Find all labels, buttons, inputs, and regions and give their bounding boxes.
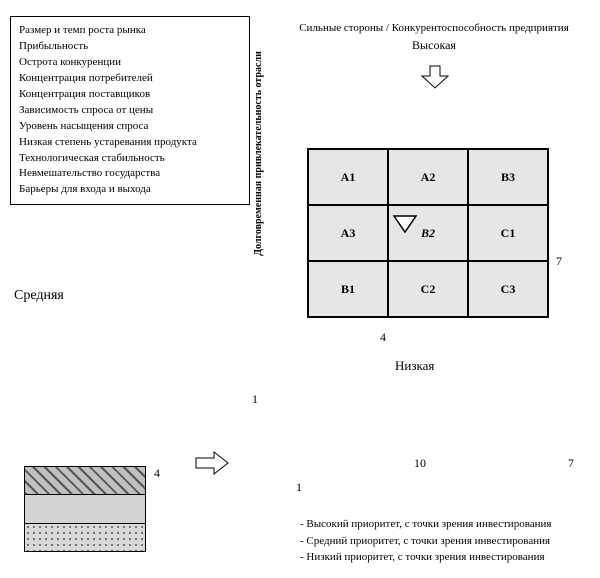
scale-1-left: 1 xyxy=(252,392,258,407)
cell-c3: C3 xyxy=(468,261,548,317)
legend-swatch-mid xyxy=(25,495,145,523)
legend-high: - Высокий приоритет, с точки зрения инве… xyxy=(300,516,551,533)
legend-swatch-low xyxy=(25,524,145,551)
swatch-4: 4 xyxy=(154,466,160,481)
cell-c1: C1 xyxy=(468,205,548,261)
factor-item: Невмешательство государства xyxy=(19,166,241,182)
arrow-down-icon xyxy=(418,64,452,90)
scale-7-right: 7 xyxy=(556,254,562,269)
factor-item: Зависимость спроса от цены xyxy=(19,103,241,119)
triangle-marker-icon xyxy=(392,214,418,234)
x-axis-high-label: Высокая xyxy=(284,38,584,53)
legend-swatch-high xyxy=(25,467,145,495)
scale-1-row: 1 xyxy=(296,480,302,495)
factor-item: Барьеры для входа и выхода xyxy=(19,182,241,198)
low-label: Низкая xyxy=(395,358,434,374)
cell-b3: B3 xyxy=(468,149,548,205)
factor-list: Размер и темп роста рынка Прибыльность О… xyxy=(10,16,250,205)
legend-low: - Низкий приоритет, с точки зрения инвес… xyxy=(300,549,551,566)
scale-10: 10 xyxy=(414,456,426,471)
ge-matrix: A1 A2 B3 A3 B2 C1 B1 C2 C3 xyxy=(307,148,549,318)
legend-text: - Высокий приоритет, с точки зрения инве… xyxy=(300,516,551,566)
scale-4-below: 4 xyxy=(380,330,386,345)
cell-b1: B1 xyxy=(308,261,388,317)
factor-item: Низкая степень устаревания продукта xyxy=(19,135,241,151)
y-axis-label: Долговременная привлекательность отрасли xyxy=(252,38,264,268)
factor-item: Острота конкуренции xyxy=(19,55,241,71)
mid-label: Средняя xyxy=(14,288,64,304)
factor-item: Концентрация поставщиков xyxy=(19,87,241,103)
factor-item: Технологическая стабильность xyxy=(19,151,241,167)
y-axis-label-text: Долговременная привлекательность отрасли xyxy=(253,51,264,256)
factor-item: Концентрация потребителей xyxy=(19,71,241,87)
cell-a1: A1 xyxy=(308,149,388,205)
legend-mid: - Средний приоритет, с точки зрения инве… xyxy=(300,533,551,550)
cell-a3: A3 xyxy=(308,205,388,261)
cell-c2: C2 xyxy=(388,261,468,317)
arrow-right-icon xyxy=(192,448,232,478)
scale-7-row: 7 xyxy=(568,456,574,471)
cell-a2: A2 xyxy=(388,149,468,205)
factor-item: Уровень насыщения спроса xyxy=(19,119,241,135)
x-axis-title: Сильные стороны / Конкурентоспособность … xyxy=(284,22,584,34)
legend-swatch xyxy=(24,466,146,552)
factor-item: Размер и темп роста рынка xyxy=(19,23,241,39)
factor-item: Прибыльность xyxy=(19,39,241,55)
